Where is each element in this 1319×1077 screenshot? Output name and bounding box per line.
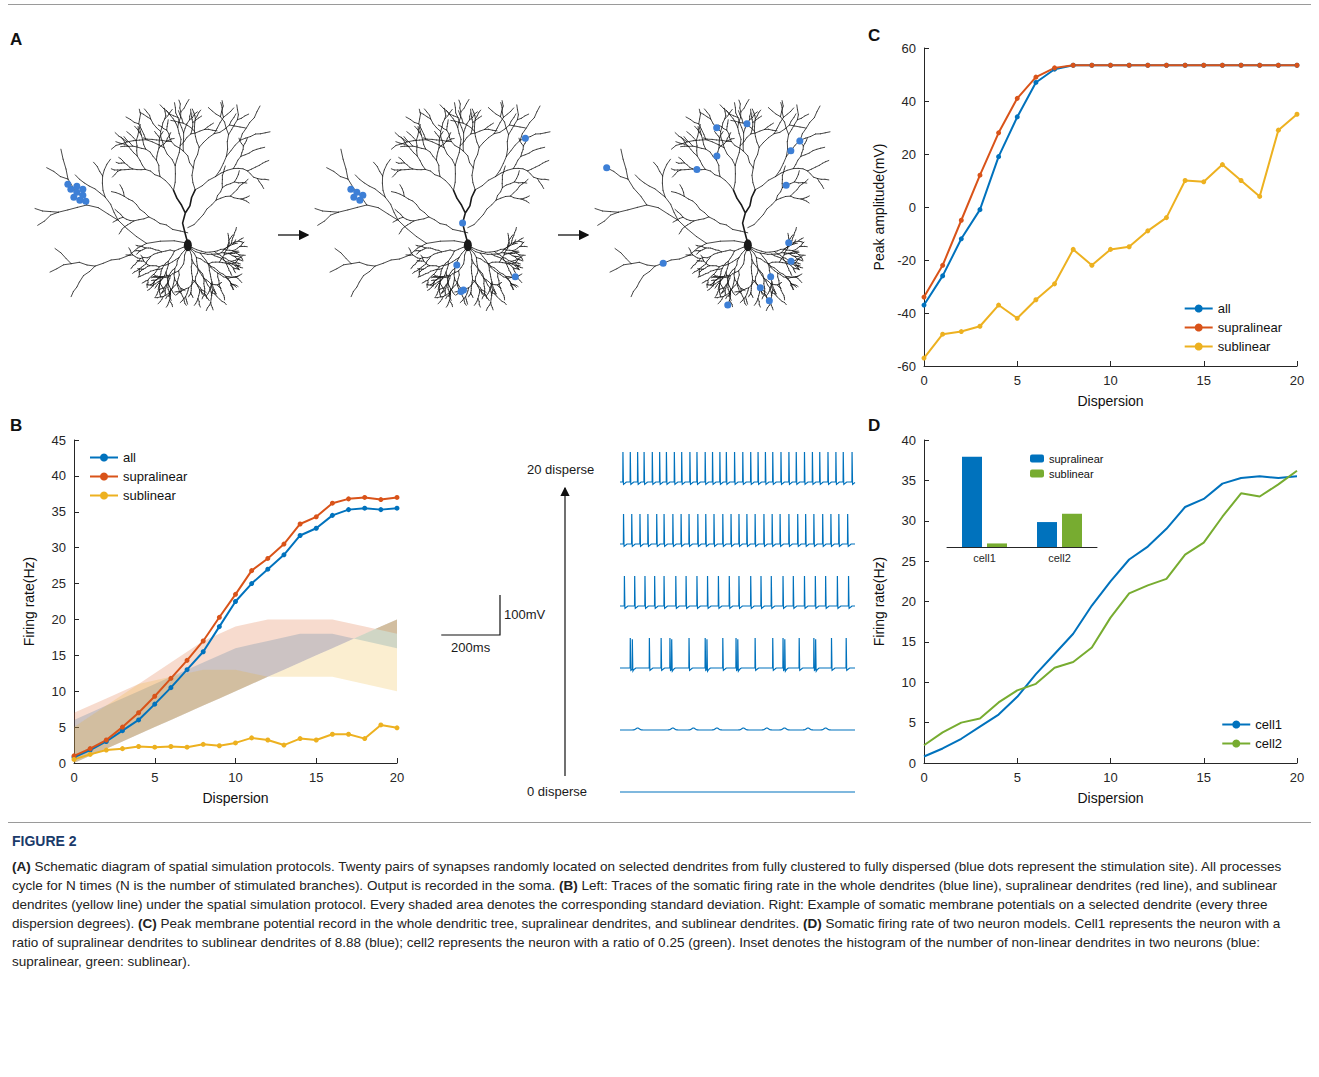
svg-text:supralinear: supralinear: [1049, 453, 1104, 465]
svg-text:25: 25: [52, 576, 66, 591]
svg-text:-40: -40: [897, 306, 916, 321]
html-text:(A) Schematic diagram of spati: (A) Schematic diagram of spatial simulat…: [12, 859, 1282, 969]
svg-text:40: 40: [902, 94, 916, 109]
svg-text:40: 40: [902, 433, 916, 448]
svg-text:20: 20: [1290, 770, 1304, 785]
svg-text:5: 5: [909, 715, 916, 730]
svg-text:sublinear: sublinear: [1218, 339, 1271, 354]
svg-text:30: 30: [902, 513, 916, 528]
svg-text:60: 60: [902, 41, 916, 56]
svg-text:supralinear: supralinear: [1218, 320, 1283, 335]
svg-text:sublinear: sublinear: [1049, 468, 1094, 480]
svg-text:200ms: 200ms: [451, 640, 491, 655]
svg-text:5: 5: [59, 720, 66, 735]
svg-text:15: 15: [52, 648, 66, 663]
svg-text:Firing rate(Hz): Firing rate(Hz): [871, 557, 887, 646]
svg-text:10: 10: [1103, 770, 1117, 785]
html-text:B: B: [10, 416, 23, 435]
svg-text:20: 20: [902, 147, 916, 162]
svg-text:cell1: cell1: [973, 552, 996, 564]
html-text:A: A: [10, 30, 23, 49]
svg-text:100mV: 100mV: [504, 607, 546, 622]
svg-text:Dispersion: Dispersion: [1077, 790, 1143, 806]
svg-text:15: 15: [1197, 770, 1211, 785]
svg-text:Dispersion: Dispersion: [1077, 393, 1143, 409]
svg-text:5: 5: [1014, 373, 1021, 388]
svg-text:10: 10: [1103, 373, 1117, 388]
svg-text:25: 25: [902, 554, 916, 569]
svg-text:15: 15: [902, 634, 916, 649]
svg-text:all: all: [123, 450, 136, 465]
svg-text:sublinear: sublinear: [123, 488, 176, 503]
svg-text:45: 45: [52, 433, 66, 448]
html-text:D: D: [868, 416, 881, 435]
svg-text:5: 5: [151, 770, 158, 785]
svg-text:supralinear: supralinear: [123, 469, 188, 484]
svg-text:5: 5: [1014, 770, 1021, 785]
svg-text:20: 20: [52, 612, 66, 627]
svg-text:all: all: [1218, 301, 1231, 316]
html-text:FIGURE 2: FIGURE 2: [12, 833, 77, 849]
svg-text:0: 0: [920, 770, 927, 785]
html-text:C: C: [868, 26, 881, 45]
svg-text:20: 20: [390, 770, 404, 785]
svg-text:0: 0: [909, 200, 916, 215]
svg-text:20: 20: [902, 594, 916, 609]
svg-text:20 disperse: 20 disperse: [527, 462, 594, 477]
svg-text:cell1: cell1: [1255, 717, 1282, 732]
svg-text:0 disperse: 0 disperse: [527, 784, 587, 799]
svg-text:0: 0: [70, 770, 77, 785]
svg-text:30: 30: [52, 540, 66, 555]
svg-text:cell2: cell2: [1255, 736, 1282, 751]
svg-text:10: 10: [228, 770, 242, 785]
svg-text:35: 35: [902, 473, 916, 488]
svg-text:Peak amplitude(mV): Peak amplitude(mV): [871, 144, 887, 271]
svg-text:-20: -20: [897, 253, 916, 268]
svg-text:0: 0: [920, 373, 927, 388]
svg-text:15: 15: [309, 770, 323, 785]
svg-text:35: 35: [52, 504, 66, 519]
svg-text:0: 0: [909, 756, 916, 771]
svg-text:15: 15: [1197, 373, 1211, 388]
svg-text:10: 10: [902, 675, 916, 690]
svg-text:20: 20: [1290, 373, 1304, 388]
svg-text:-60: -60: [897, 359, 916, 374]
svg-text:Dispersion: Dispersion: [202, 790, 268, 806]
svg-text:0: 0: [59, 756, 66, 771]
svg-text:cell2: cell2: [1048, 552, 1071, 564]
svg-text:10: 10: [52, 684, 66, 699]
svg-text:Firing rate(Hz): Firing rate(Hz): [21, 557, 37, 646]
svg-text:40: 40: [52, 468, 66, 483]
